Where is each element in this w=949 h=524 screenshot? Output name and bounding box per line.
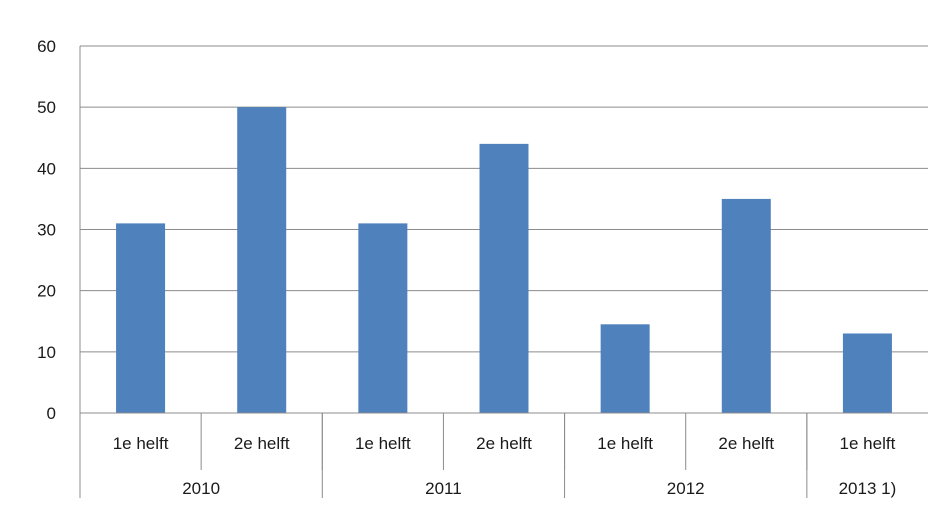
x-category-label: 1e helft xyxy=(113,434,169,453)
x-group-label: 2011 xyxy=(425,479,462,498)
y-axis-tick-labels: 0 10 20 30 40 50 60 xyxy=(37,37,56,423)
bar xyxy=(842,333,892,413)
x-category-label: 1e helft xyxy=(355,434,411,453)
axes xyxy=(79,46,928,498)
x-category-label: 1e helft xyxy=(597,434,653,453)
bar xyxy=(600,324,650,413)
y-tick-label: 10 xyxy=(37,343,56,362)
bars xyxy=(116,107,892,414)
x-category-label: 2e helft xyxy=(718,434,774,453)
y-tick-label: 30 xyxy=(37,221,56,240)
x-group-label: 2010 xyxy=(182,479,220,498)
y-tick-label: 0 xyxy=(47,404,56,423)
x-category-label: 1e helft xyxy=(840,434,896,453)
x-axis-group-labels: 2010 2011 2012 2013 1) xyxy=(182,479,896,498)
y-tick-label: 60 xyxy=(37,37,56,56)
y-tick-label: 40 xyxy=(37,159,56,178)
bar xyxy=(116,223,166,413)
x-axis-category-labels: 1e helft 2e helft 1e helft 2e helft 1e helft… xyxy=(113,434,896,453)
x-category-label: 2e helft xyxy=(476,434,532,453)
x-group-label: 2012 xyxy=(667,479,705,498)
bar xyxy=(237,107,287,414)
x-category-label: 2e helft xyxy=(234,434,290,453)
x-group-label: 2013 1) xyxy=(839,479,897,498)
y-tick-label: 20 xyxy=(37,282,56,301)
bar xyxy=(479,143,529,413)
bar xyxy=(721,198,771,413)
y-tick-label: 50 xyxy=(37,98,56,117)
bar xyxy=(358,223,408,413)
